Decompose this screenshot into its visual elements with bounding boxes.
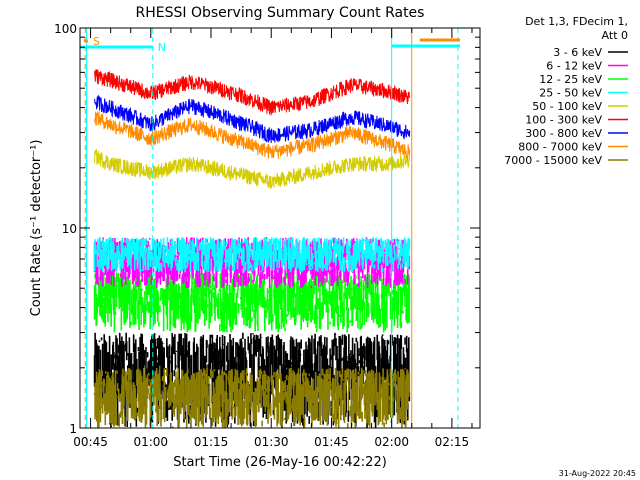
x-axis-label: Start Time (26-May-16 00:42:22) (173, 455, 387, 470)
legend-label: 100 - 300 keV (525, 114, 602, 127)
flag-label-0: S (93, 35, 100, 48)
noise-layer (93, 237, 411, 428)
y-tick-label: 100 (54, 22, 77, 36)
legend-label: 800 - 7000 keV (518, 141, 602, 154)
y-axis-label: Count Rate (s⁻¹ detector⁻¹) (29, 140, 44, 317)
x-tick-label: 01:15 (194, 435, 229, 449)
series-line-5 (94, 69, 411, 116)
timestamp: 31-Aug-2022 20:45 (559, 469, 636, 478)
legend-item: 300 - 800 keV (525, 127, 628, 140)
legend-label: 6 - 12 keV (546, 60, 602, 73)
x-tick-label: 01:45 (314, 435, 349, 449)
x-tick-label: 01:00 (133, 435, 168, 449)
x-tick-label: 00:45 (73, 435, 108, 449)
legend-label: 3 - 6 keV (553, 46, 602, 59)
axis-ticks: 1 10 100 00:45 01:00 01:15 01:30 01:45 02:00 02:1… (54, 22, 480, 449)
legend-label: 12 - 25 keV (539, 73, 602, 86)
legend-item: 800 - 7000 keV (518, 141, 628, 154)
y-tick-label: 1 (69, 422, 77, 436)
series-3-noise (93, 237, 411, 273)
flag-label-1: N (158, 41, 166, 54)
legend-item: 7000 - 15000 keV (504, 154, 628, 167)
x-tick-label: 02:00 (374, 435, 409, 449)
legend-item: 3 - 6 keV (553, 46, 628, 59)
chart-title: RHESSI Observing Summary Count Rates (136, 5, 425, 21)
x-tick-label: 01:30 (254, 435, 289, 449)
legend-header-line-2: Att 0 (602, 29, 628, 42)
legend-item: 100 - 300 keV (525, 114, 628, 127)
legend-item: 12 - 25 keV (539, 73, 628, 86)
legend-header-line-1: Det 1,3, FDecim 1, (525, 15, 628, 28)
x-tick-label: 02:15 (435, 435, 470, 449)
series-line-6 (94, 94, 411, 144)
y-tick-label: 10 (62, 222, 77, 236)
series-line-4 (94, 149, 411, 189)
series-8-noise (93, 367, 411, 428)
legend-label: 300 - 800 keV (525, 127, 602, 140)
legend-label: 7000 - 15000 keV (504, 154, 602, 167)
legend-label: 50 - 100 keV (532, 100, 602, 113)
legend-label: 25 - 50 keV (539, 87, 602, 100)
line-layer (94, 69, 411, 189)
legend-item: 50 - 100 keV (532, 100, 628, 113)
legend-item: 25 - 50 keV (539, 87, 628, 100)
series-line-7 (94, 111, 411, 160)
legend-item: 6 - 12 keV (546, 60, 628, 73)
